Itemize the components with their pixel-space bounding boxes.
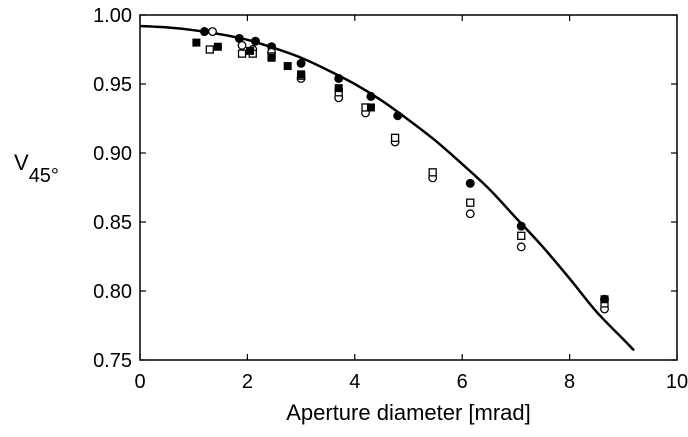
point-filled-square (192, 38, 201, 47)
point-open-circle (516, 242, 526, 252)
point-filled-circle (465, 178, 475, 188)
y-axis-title: V45° (14, 150, 59, 187)
x-tick-label: 4 (349, 371, 360, 393)
point-filled-square (297, 70, 306, 79)
y-tick-label: 0.90 (93, 143, 132, 165)
point-open-square (237, 49, 247, 58)
plot-area (140, 15, 677, 360)
point-filled-circle (393, 111, 403, 121)
point-filled-square (600, 295, 609, 304)
x-tick-label: 0 (134, 371, 145, 393)
data-points (192, 27, 610, 314)
point-filled-circle (366, 91, 376, 101)
point-filled-square (246, 46, 255, 55)
x-tick-label: 6 (457, 371, 468, 393)
tick-labels: 0 2 4 6 8 10 0.75 0.80 0.85 0.90 0.95 1.00 (93, 5, 688, 393)
y-axis-title-main: V (14, 150, 29, 175)
point-open-square (205, 45, 214, 54)
y-tick-label: 0.95 (93, 74, 132, 96)
point-filled-circle (334, 73, 344, 83)
point-open-circle (237, 40, 247, 50)
point-filled-circle (250, 36, 260, 46)
point-filled-circle (296, 58, 306, 68)
x-tick-label: 2 (242, 371, 253, 393)
point-filled-circle (199, 27, 209, 37)
point-open-square (390, 133, 400, 142)
x-axis-title: Aperture diameter [mrad] (286, 400, 531, 425)
y-tick-label: 1.00 (93, 5, 132, 27)
point-filled-square (334, 84, 343, 93)
x-tick-label: 10 (666, 371, 688, 393)
point-filled-square (267, 53, 276, 62)
point-open-circle (465, 209, 475, 219)
point-filled-circle (516, 221, 526, 231)
point-open-square (517, 231, 526, 240)
point-open-square (466, 198, 475, 207)
point-open-square (428, 168, 437, 177)
y-tick-label: 0.75 (93, 350, 132, 372)
y-tick-label: 0.85 (93, 212, 132, 234)
point-filled-square (213, 42, 222, 51)
fit-curve (139, 24, 635, 352)
y-tick-label: 0.80 (93, 281, 132, 303)
point-filled-circle (234, 33, 244, 43)
x-tick-label: 8 (564, 371, 575, 393)
point-open-circle (208, 27, 217, 37)
plot-frame (139, 14, 678, 361)
point-filled-square (283, 62, 292, 71)
point-filled-square (366, 103, 375, 112)
y-axis-title-sub: 45° (29, 165, 59, 187)
